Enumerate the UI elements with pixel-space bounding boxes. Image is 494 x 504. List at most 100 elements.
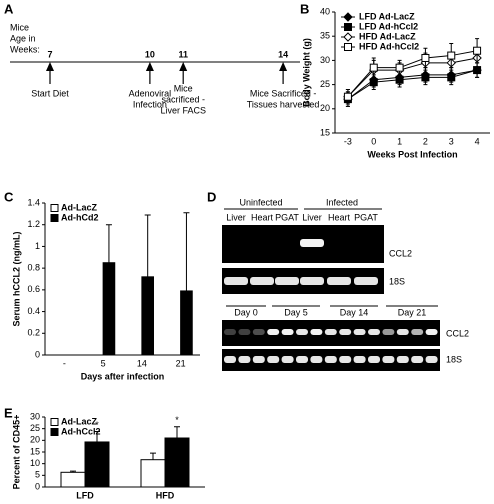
event-label: Tissues harvested: [247, 99, 320, 109]
x-tick-label: 0: [371, 136, 376, 146]
y-tick-label: 0.6: [27, 284, 40, 294]
bar: [140, 459, 166, 488]
y-tick-label: 20: [320, 103, 330, 113]
bar: [164, 437, 190, 488]
week-label: 11: [178, 49, 188, 59]
timeline-axis-label: Mice: [10, 22, 29, 32]
panel-label: A: [4, 1, 14, 16]
gel-band: [425, 356, 438, 363]
error-bar: [144, 214, 151, 277]
gel-band: [382, 329, 395, 335]
y-tick-label: 5: [35, 470, 40, 480]
series-line: [347, 57, 478, 98]
gel-band: [339, 356, 352, 363]
week-label: 10: [145, 49, 155, 59]
event-label: Liver FACS: [160, 105, 206, 115]
arrow-head: [179, 62, 188, 71]
arrow-head: [279, 62, 288, 71]
gel-band: [425, 329, 438, 335]
marker: [343, 92, 352, 101]
error-bar: [174, 426, 180, 438]
significance: *: [95, 420, 99, 430]
x-tick-label: 14: [137, 358, 147, 368]
gel-band: [396, 356, 409, 363]
gel-band: [252, 329, 265, 335]
x-tick-label: -3: [344, 136, 352, 146]
legend-label: Ad-hCd2: [61, 212, 99, 222]
gel-band: [353, 356, 366, 363]
gel-band: [224, 329, 236, 335]
y-tick-label: 25: [320, 79, 330, 89]
marker: [344, 23, 352, 31]
gel-band: [368, 356, 380, 363]
panel-label: D: [207, 189, 216, 204]
y-tick-label: 0: [35, 481, 40, 491]
y-axis-label: Body Weight (g): [301, 38, 311, 107]
legend-swatch: [50, 204, 59, 212]
series-line: [347, 50, 478, 98]
gel-band: [275, 277, 299, 285]
gel-group: Infected: [326, 197, 358, 207]
week-label: 7: [47, 49, 52, 59]
gel-band: [411, 356, 424, 363]
legend-swatch: [50, 418, 59, 426]
x-axis-label: Weeks Post Infection: [367, 149, 457, 159]
legend-swatch: [50, 214, 59, 222]
marker: [343, 12, 353, 22]
tissue-label: PGAT: [354, 212, 378, 222]
y-tick-label: 30: [320, 55, 330, 65]
legend-label: LFD Ad-hCcl2: [359, 21, 418, 31]
bar: [180, 290, 193, 356]
y-tick-label: 1.4: [27, 197, 40, 207]
y-tick-label: 0.2: [27, 328, 40, 338]
marker: [369, 63, 378, 72]
x-tick-label: -: [63, 358, 66, 368]
gel-band: [411, 329, 424, 335]
legend-swatch: [50, 428, 59, 436]
gel-band: [296, 356, 308, 363]
event-label: Mice: [174, 83, 193, 93]
y-tick-label: 0.4: [27, 306, 40, 316]
x-tick-label: 1: [397, 136, 402, 146]
y-axis-label: Serum hCCL2 (ng/mL): [11, 231, 21, 326]
tissue-label: Liver: [226, 212, 246, 222]
gel-label: 18S: [446, 354, 462, 364]
marker: [473, 46, 482, 55]
marker: [395, 63, 404, 72]
gel-band: [267, 356, 280, 363]
panel-label: B: [300, 1, 309, 16]
gel-label: 18S: [389, 276, 405, 286]
y-tick-label: 0: [35, 349, 40, 359]
gel-band: [238, 329, 251, 335]
gel-band: [252, 356, 265, 363]
legend-label: Ad-LacZ: [61, 202, 98, 212]
gel-band: [281, 329, 294, 335]
y-tick-label: 1: [35, 241, 40, 251]
y-tick-label: 40: [320, 6, 330, 16]
marker: [421, 73, 430, 82]
event-label: Mice Sacrificed -: [250, 88, 317, 98]
y-tick-label: 35: [320, 31, 330, 41]
error-bar: [105, 224, 112, 263]
bar: [141, 276, 154, 356]
tissue-label: Liver: [302, 212, 322, 222]
gel-band: [353, 329, 366, 335]
marker: [447, 51, 456, 60]
x-tick-label: 5: [101, 358, 106, 368]
day-label: Day 0: [234, 307, 258, 317]
event-label: Adenoviral: [129, 88, 172, 98]
gel-band: [250, 277, 274, 285]
gel-band: [300, 277, 324, 285]
week-label: 14: [278, 49, 288, 59]
day-label: Day 5: [284, 307, 308, 317]
bar: [60, 471, 86, 488]
gel-band: [382, 356, 395, 363]
y-tick-label: 20: [30, 435, 40, 445]
significance: *: [175, 415, 179, 425]
timeline-axis-label: Weeks:: [10, 44, 40, 54]
y-tick-label: 25: [30, 423, 40, 433]
gel-band: [224, 277, 248, 285]
gel-label: CCL2: [389, 248, 412, 258]
gel-band: [396, 329, 409, 335]
